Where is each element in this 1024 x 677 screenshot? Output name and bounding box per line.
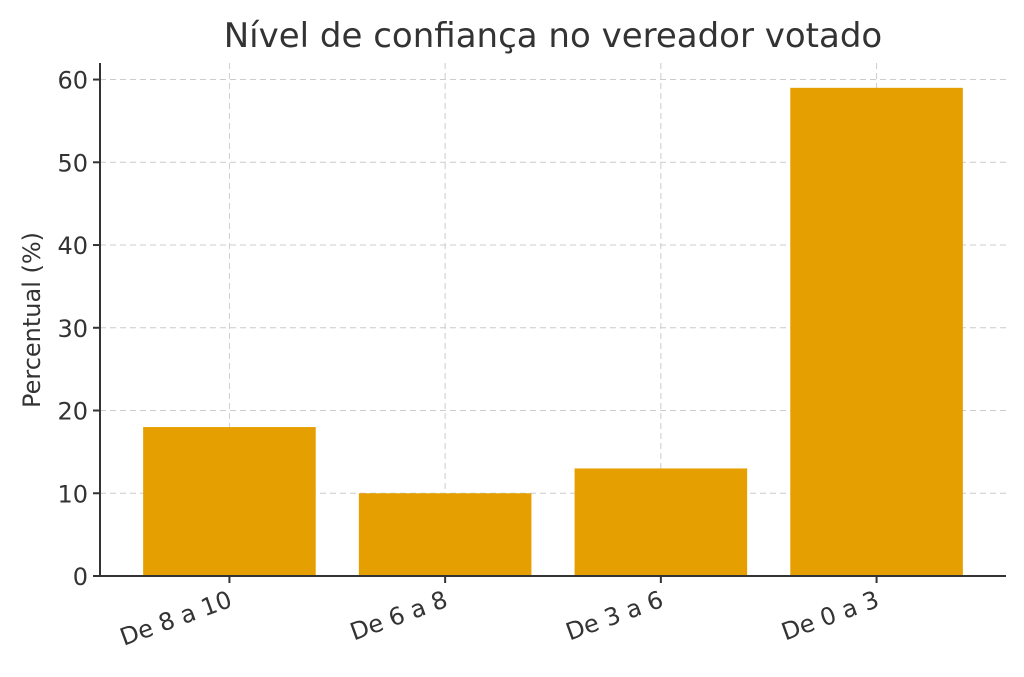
bar	[143, 427, 316, 576]
y-axis-label: Percentual (%)	[18, 232, 46, 408]
y-tick-label: 60	[57, 67, 88, 95]
y-tick-label: 10	[57, 480, 88, 508]
y-tick-label: 40	[57, 232, 88, 260]
x-tick-label: De 0 a 3	[778, 585, 883, 646]
y-tick-label: 50	[57, 149, 88, 177]
y-tick-label: 20	[57, 398, 88, 426]
y-tick-label: 30	[57, 315, 88, 343]
x-tick-label: De 3 a 6	[562, 585, 667, 646]
x-tick-label: De 8 a 10	[116, 585, 235, 651]
bar	[574, 468, 748, 576]
bar	[358, 493, 532, 576]
y-tick-label: 0	[73, 563, 88, 591]
bar	[790, 87, 963, 577]
grid-layer	[100, 63, 1006, 576]
chart-title: Nível de confiança no vereador votado	[224, 16, 882, 56]
x-tick-label: De 6 a 8	[346, 585, 451, 646]
bar-layer	[143, 87, 963, 577]
